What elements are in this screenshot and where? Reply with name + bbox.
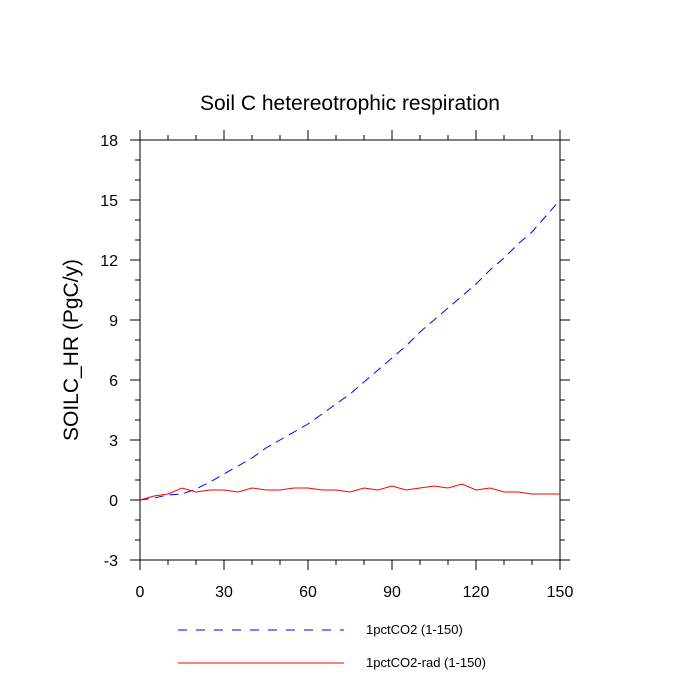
legend-label-2: 1pctCO2-rad (1-150) <box>366 655 486 670</box>
x-tick-label: 90 <box>383 584 401 601</box>
x-tick-label: 120 <box>463 584 490 601</box>
plot-area: 0 30 60 90 120 150 -3 0 3 6 9 12 15 18 <box>100 130 573 601</box>
y-tick-label: 0 <box>109 493 118 510</box>
legend-label-1: 1pctCO2 (1-150) <box>366 622 463 637</box>
series-line-1 <box>139 199 561 501</box>
legend: 1pctCO2 (1-150) 1pctCO2-rad (1-150) <box>178 622 486 670</box>
y-tick-label: 6 <box>109 373 118 390</box>
y-tick-label: 15 <box>100 193 118 210</box>
plot-frame <box>139 139 561 561</box>
y-tick-label: 18 <box>100 133 118 150</box>
y-tick-label: 9 <box>109 313 118 330</box>
x-tick-label: 150 <box>547 584 574 601</box>
x-tick-label: 0 <box>136 584 145 601</box>
y-tick-label: -3 <box>104 553 118 570</box>
y-tick-label: 12 <box>100 253 118 270</box>
chart-title: Soil C hetereotrophic respiration <box>200 92 500 115</box>
y-tick-label: 3 <box>109 433 118 450</box>
x-tick-label: 30 <box>215 584 233 601</box>
x-tick-label: 60 <box>299 584 317 601</box>
series-line-2 <box>139 483 560 501</box>
y-axis-label: SOILC_HR (PgC/y) <box>60 259 83 441</box>
